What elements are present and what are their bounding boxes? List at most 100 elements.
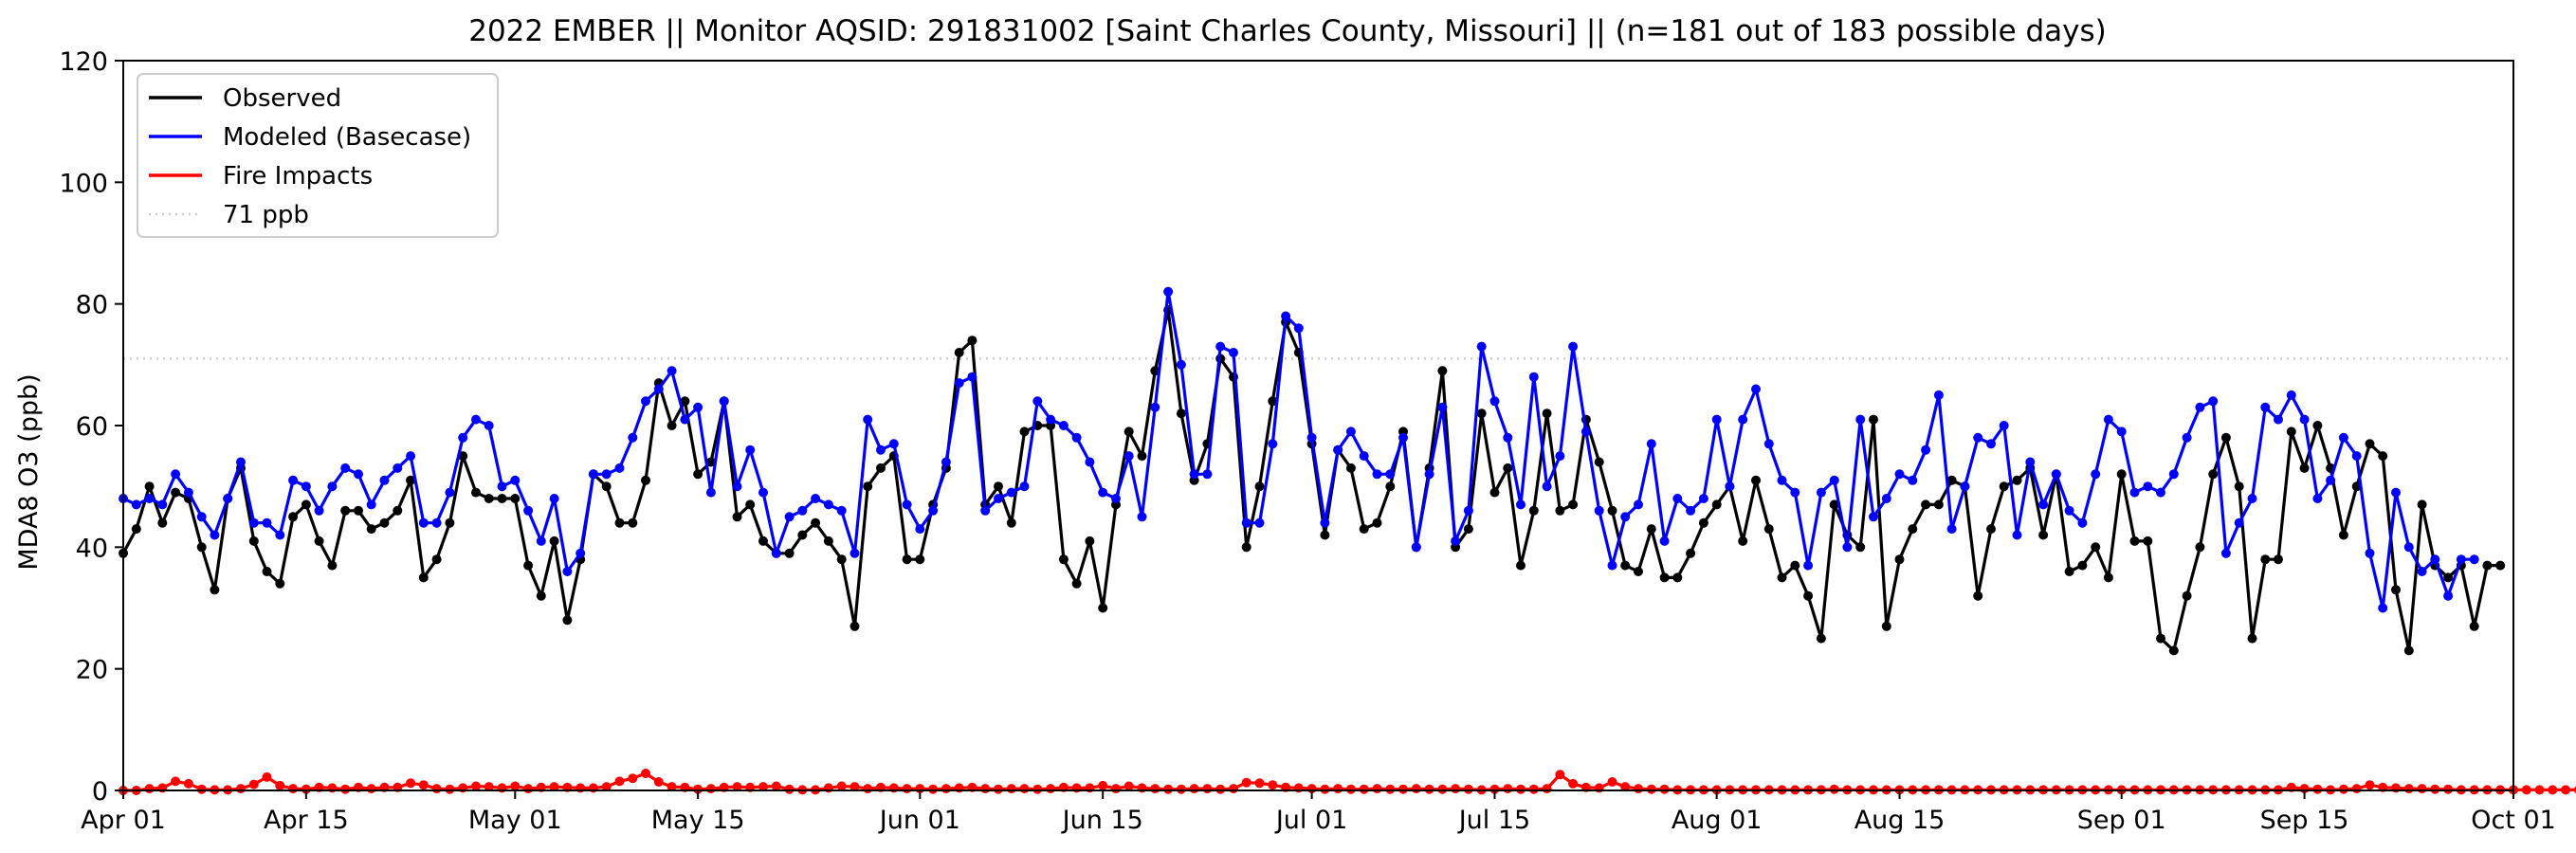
data-point-observed (327, 560, 338, 571)
data-point-observed (275, 578, 285, 589)
series-modeled-basecase (119, 286, 2479, 613)
data-point-observed (2417, 499, 2427, 510)
data-point-modeled-basecase (1333, 445, 1343, 455)
data-point-observed (836, 554, 847, 565)
data-point-fire-impacts (1568, 778, 1579, 789)
data-point-modeled-basecase (1411, 542, 1421, 553)
data-point-modeled-basecase (1620, 512, 1631, 522)
data-point-fire-impacts (1163, 784, 1174, 794)
data-point-observed (784, 548, 795, 558)
data-point-fire-impacts (288, 784, 299, 794)
data-point-modeled-basecase (157, 499, 168, 510)
legend-label: Observed (223, 84, 341, 113)
data-point-modeled-basecase (941, 457, 951, 467)
data-point-modeled-basecase (262, 517, 272, 528)
axes-layer: Apr 01 Apr 15 May 01 May 15 Jun 01 Jun 15 Jul … (59, 47, 2555, 835)
x-tick-label: Jul 01 (1274, 806, 1348, 835)
data-point-modeled-basecase (1046, 414, 1056, 425)
data-point-fire-impacts (1229, 784, 1238, 794)
data-point-observed (2482, 560, 2493, 571)
data-point-observed (1946, 475, 1957, 485)
data-point-observed (1646, 524, 1656, 535)
data-point-modeled-basecase (523, 505, 534, 516)
data-point-observed (523, 560, 534, 571)
data-point-modeled-basecase (183, 487, 193, 498)
data-point-observed (379, 517, 390, 528)
data-point-fire-impacts (941, 784, 951, 794)
data-point-modeled-basecase (2182, 432, 2192, 443)
data-point-observed (902, 554, 912, 565)
data-point-observed (2143, 535, 2153, 546)
data-point-modeled-basecase (2312, 494, 2323, 503)
data-point-modeled-basecase (144, 494, 155, 503)
data-point-modeled-basecase (1711, 414, 1722, 425)
data-point-observed (1607, 505, 1617, 516)
data-point-fire-impacts (1241, 777, 1251, 788)
legend-label: 71 ppb (223, 201, 309, 229)
data-point-fire-impacts (262, 771, 272, 782)
data-point-observed (680, 396, 690, 407)
data-point-observed (1790, 560, 1800, 571)
data-point-observed (497, 494, 507, 503)
data-point-observed (2299, 463, 2310, 473)
data-point-observed (1816, 633, 1826, 644)
data-point-observed (758, 535, 768, 546)
data-point-observed (1738, 535, 1748, 546)
data-point-modeled-basecase (1268, 439, 1278, 449)
data-point-modeled-basecase (628, 432, 638, 443)
data-point-modeled-basecase (1124, 451, 1134, 462)
data-point-observed (288, 512, 299, 522)
data-point-fire-impacts (1411, 784, 1421, 794)
data-point-fire-impacts (614, 776, 625, 787)
x-tick-label: May 15 (651, 806, 745, 835)
data-point-observed (1372, 517, 1382, 528)
data-point-observed (1385, 481, 1396, 492)
data-point-modeled-basecase (1725, 481, 1735, 492)
data-point-observed (1568, 499, 1579, 510)
data-point-modeled-basecase (223, 494, 233, 503)
chart-title: 2022 EMBER || Monitor AQSID: 291831002 [… (468, 14, 2107, 48)
data-point-modeled-basecase (1098, 487, 1108, 498)
data-point-fire-impacts (667, 782, 677, 792)
data-point-observed (2116, 469, 2127, 480)
data-point-observed (1751, 475, 1761, 485)
data-point-observed (1124, 426, 1134, 437)
data-point-observed (2168, 645, 2179, 656)
data-point-observed (471, 487, 481, 498)
data-point-fire-impacts (863, 784, 873, 794)
data-point-modeled-basecase (1738, 414, 1748, 425)
data-point-observed (393, 505, 403, 516)
data-point-modeled-basecase (1385, 469, 1396, 480)
data-point-fire-impacts (1124, 781, 1134, 791)
x-tick-label: Apr 15 (264, 806, 349, 835)
data-point-observed (144, 481, 155, 492)
data-point-observed (157, 517, 168, 528)
data-point-observed (1672, 572, 1683, 583)
data-point-modeled-basecase (366, 499, 376, 510)
data-point-observed (1542, 408, 1552, 419)
data-point-modeled-basecase (1424, 469, 1434, 480)
x-tick-label: Jul 15 (1457, 806, 1531, 835)
data-point-modeled-basecase (471, 414, 481, 425)
data-point-observed (1777, 572, 1787, 583)
data-point-observed (354, 505, 363, 516)
data-point-modeled-basecase (1594, 505, 1604, 516)
data-point-observed (1268, 396, 1278, 407)
data-point-modeled-basecase (1646, 439, 1656, 449)
data-point-modeled-basecase (1829, 475, 1839, 485)
data-point-modeled-basecase (1503, 432, 1513, 443)
data-point-modeled-basecase (1032, 396, 1043, 407)
data-point-observed (1437, 366, 1448, 376)
data-point-modeled-basecase (797, 505, 808, 516)
data-point-modeled-basecase (1751, 384, 1761, 394)
data-point-fire-impacts (1333, 784, 1343, 794)
data-point-modeled-basecase (354, 469, 363, 480)
data-point-modeled-basecase (2064, 505, 2074, 516)
data-point-modeled-basecase (327, 481, 338, 492)
data-point-modeled-basecase (680, 414, 690, 425)
data-point-observed (1659, 572, 1670, 583)
data-point-modeled-basecase (340, 463, 351, 473)
y-tick-label: 0 (92, 777, 108, 807)
data-point-modeled-basecase (2103, 414, 2113, 425)
data-point-modeled-basecase (1698, 494, 1708, 503)
